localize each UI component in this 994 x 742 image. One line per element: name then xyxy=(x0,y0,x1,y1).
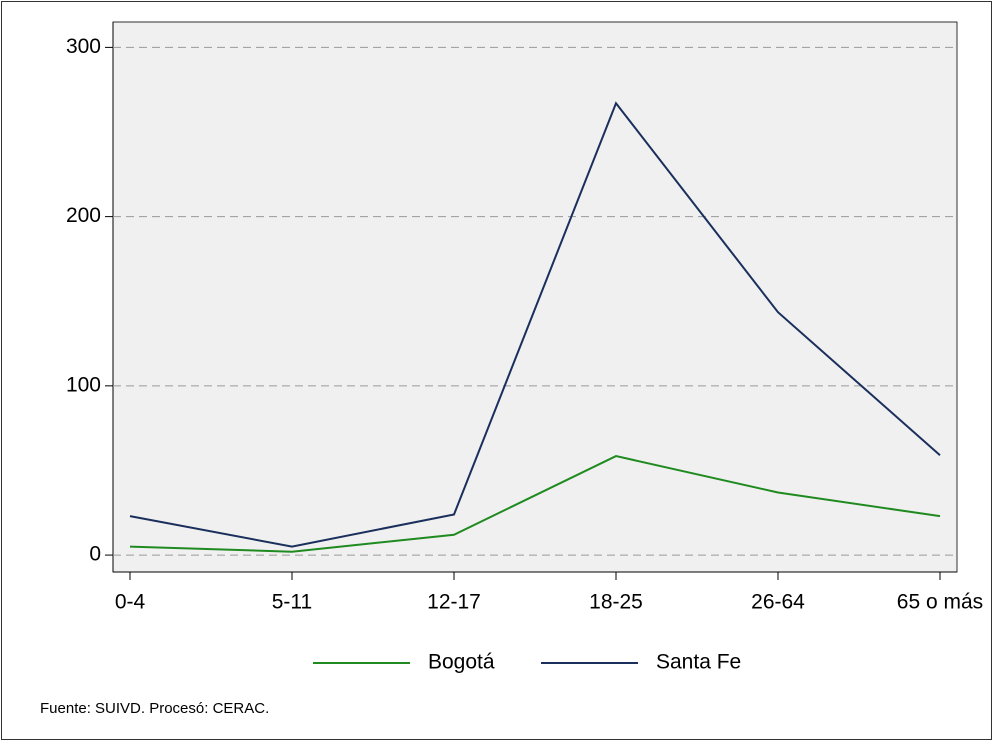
y-tick-label: 100 xyxy=(66,373,101,396)
series-line xyxy=(129,101,941,548)
legend-label: Santa Fe xyxy=(656,651,741,674)
series-line xyxy=(129,455,941,553)
legend-label: Bogotá xyxy=(428,651,495,674)
y-tick-label: 0 xyxy=(89,543,101,566)
x-tick-label: 12-17 xyxy=(427,591,481,614)
y-tick-label: 300 xyxy=(66,35,101,58)
x-tick-label: 18-25 xyxy=(589,591,643,614)
y-tick-label: 200 xyxy=(66,204,101,227)
x-tick-label: 5-11 xyxy=(272,591,312,614)
note: Fuente: SUIVD. Procesó: CERAC. xyxy=(40,700,269,717)
x-tick-label: 26-64 xyxy=(751,591,805,614)
x-tick-label: 65 o más xyxy=(897,591,983,614)
plot-area xyxy=(112,21,958,573)
x-tick-label: 0-4 xyxy=(115,591,146,614)
